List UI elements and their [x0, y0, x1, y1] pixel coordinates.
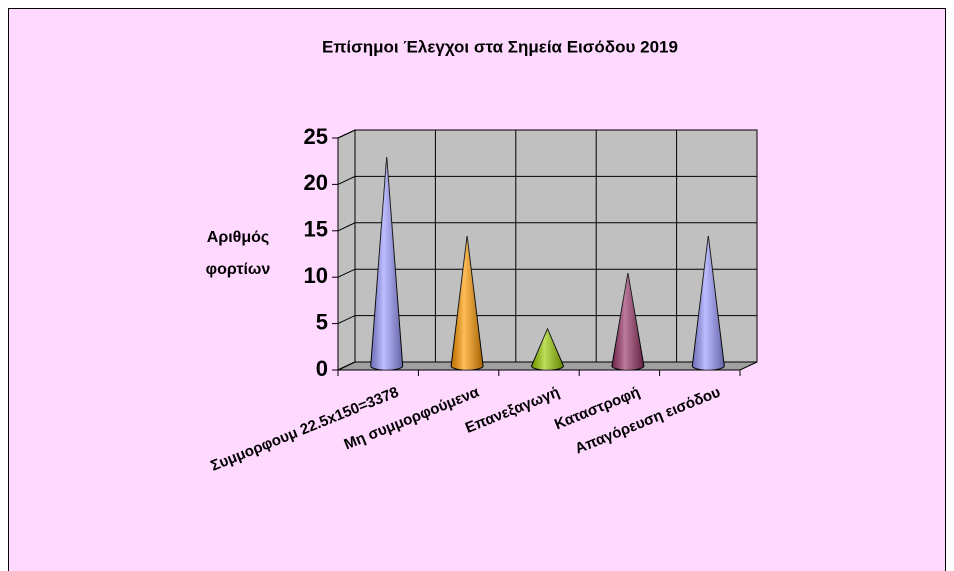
y-tick-label: 20 — [304, 170, 328, 195]
y-axis-label: Αριθμός — [207, 229, 269, 246]
y-tick-label: 5 — [316, 309, 328, 334]
grid-line — [337, 268, 757, 278]
side-wall — [337, 129, 356, 371]
cone-shade — [370, 157, 403, 370]
chart-title: Επίσημοι Έλεγχοι στα Σημεία Εισόδου 2019 — [322, 37, 678, 56]
cone — [691, 236, 725, 371]
grid-line — [337, 175, 757, 185]
y-tick-label: 15 — [304, 217, 328, 242]
cone-shade — [451, 236, 484, 370]
cone-shade — [611, 273, 644, 370]
y-axis-label: φορτίων — [206, 261, 271, 278]
cone — [530, 327, 565, 371]
y-tick-label: 10 — [304, 263, 328, 288]
cone — [611, 273, 645, 371]
y-tick-label: 25 — [304, 124, 328, 149]
grid-line — [337, 129, 757, 139]
y-tick-label: 0 — [316, 356, 328, 381]
cone — [370, 157, 404, 371]
cone — [450, 236, 484, 371]
grid-line — [337, 222, 757, 232]
cone-shade — [692, 236, 725, 370]
cone-shade — [531, 328, 564, 370]
